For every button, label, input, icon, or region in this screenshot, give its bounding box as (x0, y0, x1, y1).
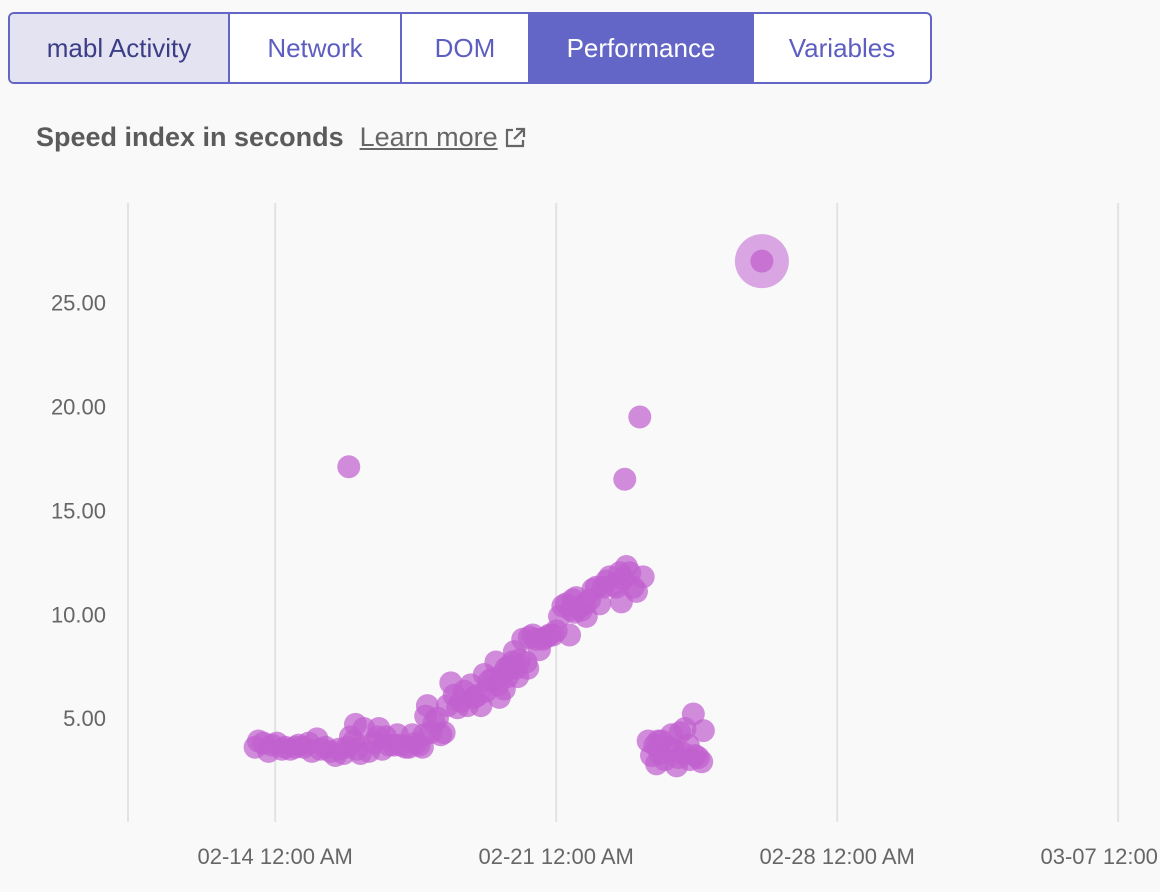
learn-more-label: Learn more (359, 122, 498, 152)
x-tick-label: 02-28 12:00 AM (760, 844, 915, 869)
data-point[interactable] (613, 467, 637, 491)
tab-dom[interactable]: DOM (402, 14, 530, 82)
x-tick-label: 02-14 12:00 AM (198, 844, 353, 869)
external-link-icon (505, 127, 525, 147)
data-point[interactable] (690, 750, 714, 774)
data-point[interactable] (337, 455, 361, 479)
data-point[interactable] (516, 656, 540, 680)
data-point[interactable] (432, 721, 456, 745)
tab-bar: mabl Activity Network DOM Performance Va… (8, 12, 932, 84)
tab-network[interactable]: Network (230, 14, 402, 82)
chart-header: Speed index in seconds Learn more (36, 122, 526, 153)
y-tick-label: 20.00 (51, 395, 106, 420)
learn-more-link[interactable]: Learn more (360, 122, 526, 153)
data-point[interactable] (691, 719, 715, 743)
data-point[interactable] (558, 623, 582, 647)
data-point[interactable] (631, 565, 655, 589)
y-tick-label: 15.00 (51, 498, 106, 523)
data-point[interactable] (750, 249, 774, 273)
data-point[interactable] (628, 405, 652, 429)
y-tick-label: 5.00 (63, 706, 106, 731)
data-point[interactable] (681, 702, 705, 726)
tab-variables[interactable]: Variables (788, 32, 896, 63)
speed-index-chart: 5.00 10.00 15.00 20.00 25.00 02-14 12:00 AM 0… (51, 203, 1160, 869)
tab-mabl-activity[interactable]: mabl Activity (10, 14, 230, 82)
x-tick-label: 03-07 12:00 AM (1040, 844, 1160, 869)
x-tick-label: 02-21 12:00 AM (479, 844, 634, 869)
y-tick-label: 10.00 (51, 602, 106, 627)
chart-title: Speed index in seconds (36, 122, 344, 152)
y-tick-label: 25.00 (51, 291, 106, 316)
tab-performance[interactable]: Performance (530, 14, 754, 82)
